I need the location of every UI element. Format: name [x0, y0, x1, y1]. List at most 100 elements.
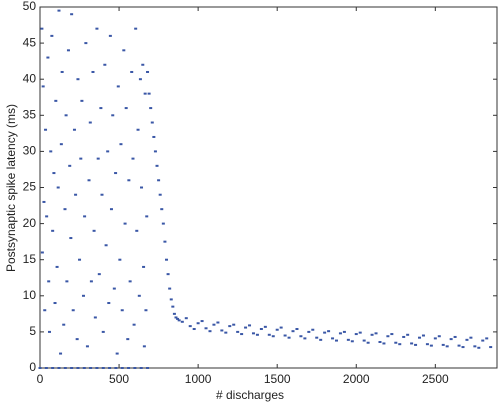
point — [228, 325, 232, 328]
point — [200, 320, 204, 323]
point — [390, 333, 394, 336]
point — [394, 341, 398, 344]
point — [38, 367, 42, 369]
point — [174, 316, 178, 319]
point — [346, 338, 350, 341]
point — [307, 330, 311, 333]
point — [72, 128, 76, 131]
axes-box — [39, 6, 498, 369]
point — [142, 265, 146, 268]
point — [271, 335, 275, 338]
point — [315, 336, 319, 339]
point — [89, 280, 93, 283]
point — [103, 63, 107, 66]
point — [95, 27, 99, 30]
point — [334, 339, 338, 342]
point — [433, 337, 437, 340]
point — [131, 157, 135, 160]
point — [145, 215, 149, 218]
point — [108, 367, 112, 369]
point — [74, 193, 78, 196]
y-tick-label: 0 — [29, 360, 36, 374]
point — [445, 345, 449, 348]
point — [176, 317, 180, 320]
point — [63, 208, 67, 211]
point — [45, 215, 49, 218]
point — [44, 128, 48, 131]
point — [146, 367, 150, 369]
point — [70, 13, 74, 16]
point — [157, 179, 161, 182]
point — [57, 9, 61, 12]
point — [141, 63, 145, 66]
point — [149, 107, 153, 110]
y-tick-label: 25 — [23, 180, 37, 194]
point — [489, 346, 493, 349]
point — [100, 193, 104, 196]
point — [259, 328, 263, 331]
point — [44, 367, 48, 369]
point — [101, 330, 105, 333]
point — [70, 367, 74, 369]
point — [169, 298, 173, 301]
point — [116, 85, 120, 88]
point — [244, 326, 248, 329]
point — [118, 258, 122, 261]
point — [143, 92, 147, 95]
point — [93, 316, 97, 319]
point — [60, 70, 64, 73]
point — [127, 367, 131, 369]
point — [331, 337, 335, 340]
point — [166, 273, 170, 276]
point — [52, 172, 56, 175]
point — [64, 114, 68, 117]
point — [137, 294, 141, 297]
point — [144, 309, 148, 312]
point — [425, 343, 429, 346]
y-tick-label: 45 — [23, 35, 37, 49]
point — [46, 56, 50, 59]
point — [115, 352, 119, 355]
point — [196, 322, 200, 325]
point — [59, 143, 63, 146]
point — [53, 302, 57, 305]
point — [402, 335, 406, 338]
x-tick-label: 2500 — [422, 372, 449, 386]
point — [57, 367, 61, 369]
point — [81, 294, 85, 297]
point — [319, 338, 323, 341]
point — [119, 143, 123, 146]
point — [83, 215, 87, 218]
point — [89, 367, 93, 369]
point — [99, 107, 103, 110]
point — [54, 99, 58, 102]
point — [40, 27, 44, 30]
point — [338, 332, 342, 335]
point — [477, 346, 481, 349]
point — [342, 330, 346, 333]
point — [127, 179, 131, 182]
point — [76, 367, 80, 369]
point — [473, 345, 477, 348]
point — [107, 302, 111, 305]
point — [453, 335, 457, 338]
point — [171, 305, 175, 308]
x-tick-label: 1000 — [185, 372, 212, 386]
point — [291, 330, 295, 333]
point — [386, 335, 390, 338]
point — [323, 331, 327, 334]
y-axis-label: Postsynaptic spike latency (ms) — [4, 104, 18, 272]
point — [155, 164, 159, 167]
point — [80, 99, 84, 102]
point — [165, 258, 169, 261]
point — [126, 338, 130, 341]
point — [106, 150, 110, 153]
point — [136, 128, 140, 131]
point — [263, 325, 267, 328]
point — [378, 341, 382, 344]
point — [101, 367, 105, 369]
point — [362, 339, 366, 342]
point — [248, 324, 252, 327]
point — [398, 343, 402, 346]
point — [133, 367, 137, 369]
